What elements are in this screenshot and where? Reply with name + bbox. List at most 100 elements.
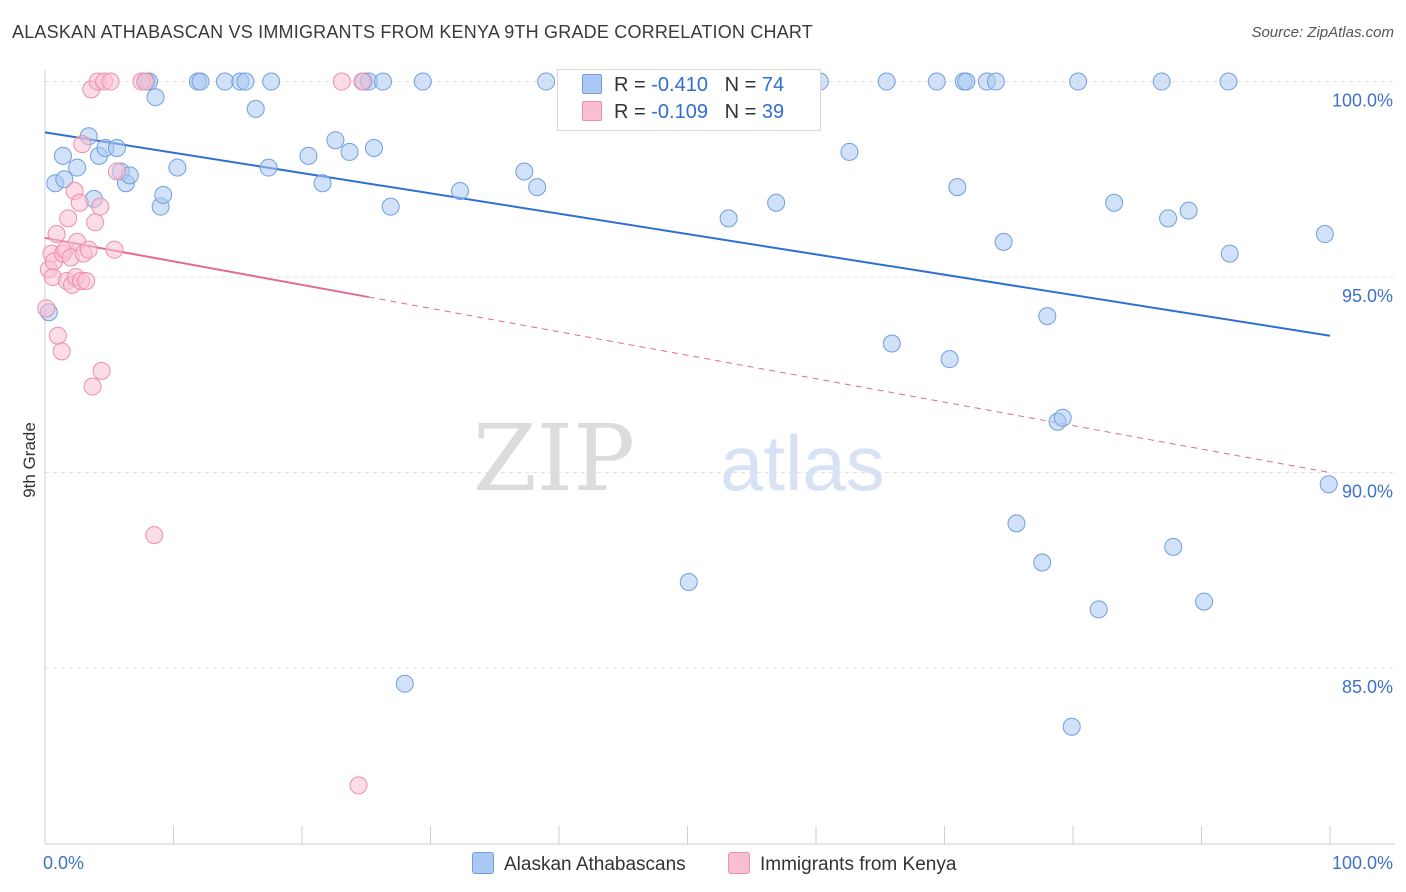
legend-swatch-athabascan bbox=[582, 74, 602, 94]
point-kenya bbox=[92, 361, 111, 380]
trend-line-0 bbox=[44, 131, 1331, 337]
y-tick-label: 85.0% bbox=[1342, 677, 1393, 697]
axes bbox=[44, 70, 1395, 845]
legend-n-value: 39 bbox=[761, 101, 785, 123]
point-kenya bbox=[77, 271, 96, 290]
bottom-legend-label: Immigrants from Kenya bbox=[760, 854, 957, 875]
watermark-atlas: atlas bbox=[720, 419, 885, 507]
point-athabascan bbox=[413, 72, 432, 91]
point-athabascan bbox=[168, 158, 187, 177]
point-athabascan bbox=[1219, 72, 1238, 91]
legend-r-value: -0.410 bbox=[651, 74, 708, 96]
point-athabascan bbox=[53, 146, 72, 165]
chart-title: ALASKAN ATHABASCAN VS IMMIGRANTS FROM KE… bbox=[12, 22, 814, 42]
point-athabascan bbox=[1179, 201, 1198, 220]
point-athabascan bbox=[528, 178, 547, 197]
point-athabascan bbox=[154, 185, 173, 204]
point-athabascan bbox=[957, 72, 976, 91]
stats-legend: R = -0.410 N = 74 R = -0.109 N = 39 bbox=[557, 69, 821, 131]
point-athabascan bbox=[927, 72, 946, 91]
legend-row-athabascan: R = -0.410 N = 74 bbox=[582, 74, 784, 100]
trend-lines bbox=[44, 131, 1331, 474]
y-tick-label: 100.0% bbox=[1332, 91, 1393, 111]
legend-r-label: R = bbox=[614, 101, 646, 123]
point-kenya bbox=[73, 135, 92, 154]
legend-n-label: N = bbox=[724, 101, 757, 123]
point-athabascan bbox=[719, 209, 738, 228]
point-kenya bbox=[52, 342, 71, 361]
point-athabascan bbox=[1007, 514, 1026, 533]
point-kenya bbox=[83, 377, 102, 396]
y-tick-label: 90.0% bbox=[1342, 482, 1393, 502]
point-athabascan bbox=[191, 72, 210, 91]
bottom-legend-swatch-athabascan bbox=[472, 852, 494, 874]
point-athabascan bbox=[215, 72, 234, 91]
point-kenya bbox=[59, 209, 78, 228]
point-athabascan bbox=[679, 573, 698, 592]
point-athabascan bbox=[1053, 408, 1072, 427]
point-athabascan bbox=[515, 162, 534, 181]
x-tick-label-max: 100.0% bbox=[1332, 853, 1393, 873]
point-kenya bbox=[353, 72, 372, 91]
trend-line-dashed-1 bbox=[368, 296, 1331, 474]
point-athabascan bbox=[381, 197, 400, 216]
point-athabascan bbox=[1164, 537, 1183, 556]
point-athabascan bbox=[1062, 717, 1081, 736]
point-athabascan bbox=[767, 193, 786, 212]
bottom-legend-athabascan: Alaskan Athabascans bbox=[472, 852, 686, 876]
point-athabascan bbox=[395, 674, 414, 693]
point-kenya bbox=[47, 225, 66, 244]
point-kenya bbox=[107, 162, 126, 181]
point-athabascan bbox=[1152, 72, 1171, 91]
point-kenya bbox=[145, 526, 164, 545]
point-kenya bbox=[332, 72, 351, 91]
data-points bbox=[37, 72, 1338, 795]
point-athabascan bbox=[299, 146, 318, 165]
y-axis-label: 9th Grade bbox=[20, 422, 39, 498]
point-athabascan bbox=[840, 142, 859, 161]
point-athabascan bbox=[313, 174, 332, 193]
point-athabascan bbox=[236, 72, 255, 91]
point-kenya bbox=[86, 213, 105, 232]
bottom-legend-kenya: Immigrants from Kenya bbox=[728, 852, 956, 876]
point-kenya bbox=[70, 193, 89, 212]
y-tick-label: 95.0% bbox=[1342, 286, 1393, 306]
point-kenya bbox=[105, 240, 124, 259]
point-kenya bbox=[136, 72, 155, 91]
point-athabascan bbox=[1038, 307, 1057, 326]
point-athabascan bbox=[1159, 209, 1178, 228]
point-athabascan bbox=[1315, 225, 1334, 244]
point-athabascan bbox=[55, 170, 74, 189]
tick-labels: 100.0% 95.0% 90.0% 85.0% 0.0% 100.0% bbox=[43, 91, 1393, 873]
point-athabascan bbox=[262, 72, 281, 91]
legend-n-value: 74 bbox=[761, 74, 785, 96]
point-athabascan bbox=[246, 99, 265, 118]
point-athabascan bbox=[326, 131, 345, 150]
point-athabascan bbox=[1220, 244, 1239, 263]
point-athabascan bbox=[940, 350, 959, 369]
point-athabascan bbox=[986, 72, 1005, 91]
point-athabascan bbox=[68, 158, 87, 177]
point-kenya bbox=[37, 299, 56, 318]
point-athabascan bbox=[948, 178, 967, 197]
bottom-legend-swatch-kenya bbox=[728, 852, 750, 874]
point-athabascan bbox=[1195, 592, 1214, 611]
point-athabascan bbox=[537, 72, 556, 91]
point-athabascan bbox=[877, 72, 896, 91]
point-athabascan bbox=[364, 139, 383, 158]
point-athabascan bbox=[146, 88, 165, 107]
point-kenya bbox=[48, 326, 67, 345]
point-kenya bbox=[91, 197, 110, 216]
legend-row-kenya: R = -0.109 N = 39 bbox=[582, 101, 784, 127]
point-athabascan bbox=[882, 334, 901, 353]
point-kenya bbox=[349, 776, 368, 795]
watermark-zip: ZIP bbox=[473, 405, 635, 512]
legend-r-value: -0.109 bbox=[651, 101, 708, 123]
point-athabascan bbox=[1033, 553, 1052, 572]
point-athabascan bbox=[107, 139, 126, 158]
point-athabascan bbox=[451, 182, 470, 201]
trend-line-solid-1 bbox=[44, 236, 369, 299]
point-athabascan bbox=[1105, 193, 1124, 212]
point-athabascan bbox=[373, 72, 392, 91]
